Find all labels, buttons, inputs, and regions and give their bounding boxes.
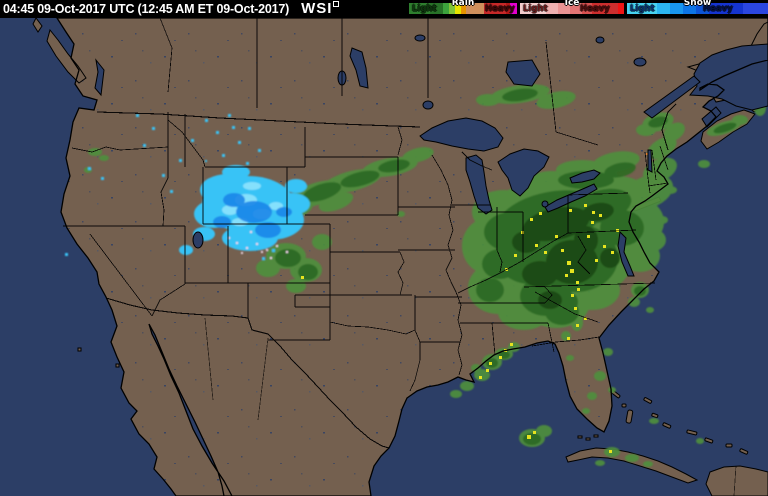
lake-nipigon: [505, 59, 541, 87]
pacific-islets: [77, 347, 120, 368]
wsi-logo-text: WSI: [301, 0, 333, 17]
hispaniola: [705, 465, 768, 496]
legend-snow-bar: [627, 3, 768, 14]
legend-snow-light-label: Light: [630, 4, 655, 14]
great-salt-lake: [192, 231, 204, 249]
us-state-borders-west: [63, 112, 399, 317]
lake-erie: [544, 183, 598, 213]
legend-color-segment: [430, 3, 444, 14]
legend-rain-light-label: Light: [412, 4, 437, 14]
header-bar: 04:45 09-Oct-2017 UTC (12:45 AM ET 09-Oc…: [0, 0, 768, 18]
lake-michigan: [465, 154, 493, 215]
precip-legend: Rain Light Heavy Ice Light Heavy Snow Li…: [409, 0, 768, 18]
legend-color-segment: [683, 3, 696, 14]
lake-winnipeg: [349, 47, 369, 89]
radar-overlay: [65, 46, 766, 467]
legend-rain-bar: [409, 3, 517, 14]
legend-color-segment: [592, 3, 618, 14]
timestamp-label: 04:45 09-Oct-2017 UTC (12:45 AM ET 09-Oc…: [3, 2, 290, 16]
haida-gwaii-island: [32, 18, 43, 33]
us-state-borders-midwest: [452, 151, 569, 294]
legend-color-segment: [506, 3, 511, 14]
canadian-lake: [414, 34, 426, 42]
vancouver-island: [46, 28, 87, 84]
legend-color-segment: [558, 3, 570, 14]
legend-ice-title: Ice: [564, 0, 580, 8]
legend-color-segment: [709, 3, 743, 14]
legend-color-segment: [510, 3, 517, 14]
gulf-of-st-lawrence: [689, 43, 768, 111]
us-state-borders-south: [458, 282, 656, 356]
legend-color-segment: [696, 3, 709, 14]
us-mexico-border: [105, 297, 390, 449]
canada-province-borders: [159, 18, 599, 146]
us-state-borders-east: [567, 145, 669, 275]
lake-champlain: [647, 149, 653, 173]
chesapeake-bay: [617, 230, 635, 277]
legend-rain-heavy-label: Heavy: [485, 4, 515, 14]
lake-superior: [419, 117, 504, 152]
legend-rain: Rain Light Heavy: [409, 0, 517, 18]
radar-map: [0, 18, 768, 496]
lake-huron: [497, 148, 550, 197]
wsi-logo: WSI: [301, 0, 340, 18]
legend-color-segment: [657, 3, 670, 14]
radar-snow-dense: [213, 193, 292, 238]
lakes: [94, 34, 768, 277]
us-state-borders-plains: [247, 126, 462, 392]
us-canada-border: [96, 103, 677, 151]
lake-of-the-woods: [422, 100, 434, 110]
legend-color-segment: [443, 3, 450, 14]
lake-ontario: [569, 169, 601, 184]
legend-ice-bar: [520, 3, 624, 14]
legend-color-segment: [570, 3, 582, 14]
legend-ice-heavy-label: Heavy: [580, 4, 610, 14]
florida-keys: [577, 434, 599, 441]
legend-color-segment: [670, 3, 683, 14]
legend-color-segment: [520, 3, 546, 14]
legend-ice: Ice Light Heavy: [520, 0, 624, 18]
puget-sound: [94, 58, 105, 97]
trademark-icon: [333, 1, 340, 7]
legend-color-segment: [466, 3, 484, 14]
mexico-state-borders: [204, 317, 737, 496]
legend-color-segment: [449, 3, 455, 14]
legend-snow-title: Snow: [683, 0, 712, 8]
legend-color-segment: [582, 3, 592, 14]
legend-ice-light-label: Light: [523, 4, 548, 14]
legend-snow: Snow Light Heavy: [627, 0, 768, 18]
legend-color-segment: [409, 3, 431, 14]
canadian-lake: [633, 57, 647, 67]
mississippi-river-borders: [431, 154, 463, 376]
lake-st-clair: [541, 200, 549, 208]
legend-color-segment: [460, 3, 467, 14]
bahamas-islands: [609, 389, 749, 455]
legend-color-segment: [454, 3, 461, 14]
legend-rain-title: Rain: [451, 0, 475, 8]
canadian-lake: [595, 36, 605, 44]
legend-color-segment: [743, 3, 768, 14]
st-lawrence-river: [643, 75, 701, 119]
legend-snow-heavy-label: Heavy: [703, 4, 733, 14]
borders: [63, 18, 737, 496]
legend-color-segment: [483, 3, 507, 14]
legend-color-segment: [618, 3, 624, 14]
legend-color-segment: [627, 3, 657, 14]
legend-color-segment: [546, 3, 558, 14]
radar-mixed-precip-specks: [228, 231, 288, 259]
